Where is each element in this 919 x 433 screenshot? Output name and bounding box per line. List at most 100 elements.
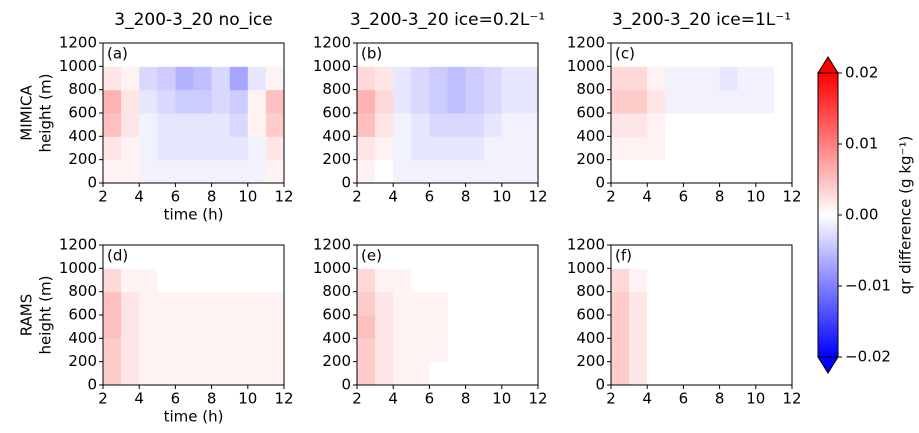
heat-cell xyxy=(755,113,775,137)
heat-cell xyxy=(647,291,666,316)
heat-cell xyxy=(229,361,249,386)
panel-label: (a) xyxy=(107,45,128,63)
heat-cell xyxy=(121,89,140,114)
y-tick-label: 1200 xyxy=(313,236,351,254)
heat-cell xyxy=(121,43,140,67)
heat-cell xyxy=(647,245,666,269)
heat-cell xyxy=(611,291,630,316)
heat-cell xyxy=(375,113,394,137)
y-tick-label: 400 xyxy=(576,329,605,347)
heat-cell xyxy=(719,361,739,386)
heat-cell xyxy=(157,136,176,161)
heat-cell xyxy=(755,338,775,363)
heat-cell xyxy=(447,361,467,386)
colorbar-extend-top xyxy=(817,56,839,74)
x-tick-label: 2 xyxy=(606,390,616,408)
heat-cell xyxy=(157,245,176,269)
heat-cell xyxy=(519,89,539,114)
heat-cell xyxy=(229,159,249,184)
x-tick-label: 8 xyxy=(461,188,471,206)
heat-cell xyxy=(375,66,394,91)
heat-cell xyxy=(247,291,267,316)
heat-cell xyxy=(229,315,249,339)
heat-cell xyxy=(211,89,231,114)
heat-cell xyxy=(139,159,158,184)
heat-cell xyxy=(411,113,430,137)
heat-cell xyxy=(737,113,757,137)
heat-cell xyxy=(501,159,521,184)
y-tick-label: 0 xyxy=(341,376,351,394)
heat-cell xyxy=(375,315,394,339)
heat-cell xyxy=(701,113,721,137)
heat-cell xyxy=(193,245,213,269)
heat-cell xyxy=(483,66,503,91)
x-tick-label: 4 xyxy=(642,188,652,206)
heat-cell xyxy=(519,291,539,316)
heat-cell xyxy=(375,361,394,386)
heat-cell xyxy=(247,338,267,363)
heat-cell xyxy=(103,89,122,114)
y-tick-label: 600 xyxy=(322,104,351,122)
y-tick-label: 1000 xyxy=(59,57,97,75)
heat-cell xyxy=(375,89,394,114)
heat-cell xyxy=(665,291,684,316)
heat-cell xyxy=(193,66,213,91)
colorbar-tick-label: −0.02 xyxy=(845,348,891,366)
x-tick-label: 2 xyxy=(606,188,616,206)
x-axis-label: time (h) xyxy=(164,206,224,224)
heat-cell xyxy=(447,89,467,114)
heat-cell xyxy=(265,43,285,67)
heat-cell xyxy=(429,89,448,114)
heat-cell xyxy=(139,268,158,293)
heat-cell xyxy=(629,291,648,316)
y-tick-label: 200 xyxy=(68,150,97,168)
heat-cell xyxy=(629,43,648,67)
colorbar-extend-bottom xyxy=(817,356,839,374)
heat-cell xyxy=(393,159,412,184)
heat-cell xyxy=(175,89,194,114)
heat-cell xyxy=(411,268,430,293)
heat-cell xyxy=(483,245,503,269)
heat-cell xyxy=(501,113,521,137)
heat-cell xyxy=(737,291,757,316)
colorbar-tick-label: 0.01 xyxy=(845,135,878,153)
heat-cell xyxy=(755,291,775,316)
y-tick-label: 0 xyxy=(341,174,351,192)
heat-cell xyxy=(265,291,285,316)
heat-cell xyxy=(139,338,158,363)
heat-cell xyxy=(647,268,666,293)
heat-cell xyxy=(375,291,394,316)
y-tick-label: 800 xyxy=(68,282,97,300)
x-tick-label: 2 xyxy=(98,390,108,408)
heat-cell xyxy=(483,89,503,114)
heat-cell xyxy=(683,136,702,161)
heat-cell xyxy=(229,291,249,316)
y-tick-label: 1000 xyxy=(313,57,351,75)
heat-cell xyxy=(193,315,213,339)
heat-cell xyxy=(175,245,194,269)
heat-cell xyxy=(629,89,648,114)
heat-cell xyxy=(665,268,684,293)
y-tick-label: 400 xyxy=(576,127,605,145)
heat-cell xyxy=(139,89,158,114)
x-tick-label: 8 xyxy=(715,390,725,408)
heat-cell xyxy=(229,338,249,363)
heat-cell xyxy=(465,43,485,67)
heat-cell xyxy=(737,315,757,339)
heat-cell xyxy=(501,66,521,91)
heat-cell xyxy=(755,245,775,269)
heat-cell xyxy=(665,245,684,269)
heat-cell xyxy=(465,245,485,269)
heat-cell xyxy=(465,268,485,293)
heat-cell xyxy=(611,136,630,161)
heat-cell xyxy=(103,291,122,316)
heat-cell xyxy=(193,159,213,184)
heat-cell xyxy=(429,361,448,386)
heat-cell xyxy=(157,159,176,184)
panel-title: 3_200-3_20 ice=0.2L⁻¹ xyxy=(350,10,545,30)
x-tick-label: 4 xyxy=(134,188,144,206)
heat-cell xyxy=(139,66,158,91)
heat-cell xyxy=(701,43,721,67)
heat-cell xyxy=(193,113,213,137)
heat-cell xyxy=(357,66,376,91)
